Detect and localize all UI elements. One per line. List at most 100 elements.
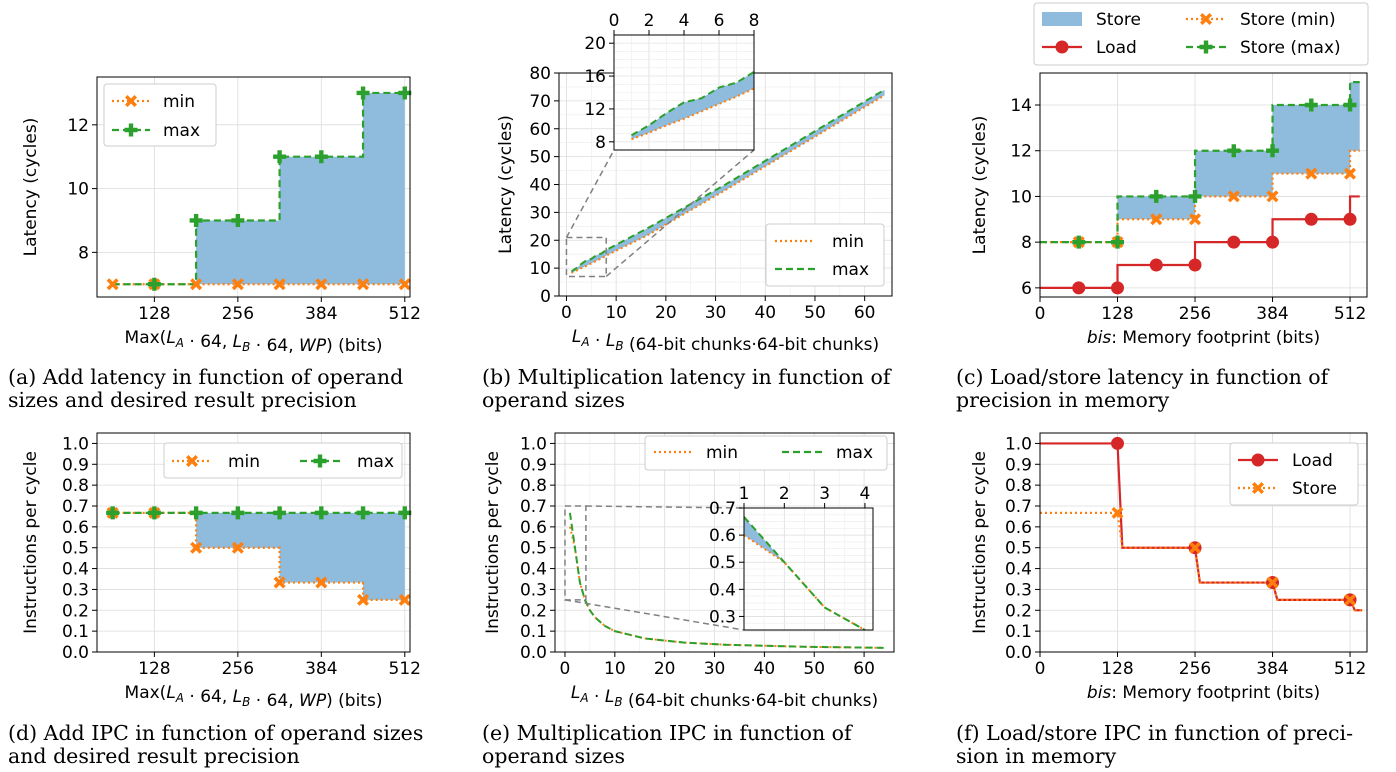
legend-store-label: Store	[1292, 479, 1337, 499]
y-tick-label: 1.0	[520, 434, 547, 454]
x-marker	[315, 278, 328, 291]
x-marker	[106, 278, 119, 291]
x-marker	[1252, 482, 1264, 494]
y-axis-label: Latency (cycles)	[970, 116, 990, 255]
y-tick-label: 30	[529, 203, 551, 223]
plus-marker	[313, 454, 327, 468]
zoom-connector	[564, 599, 745, 631]
plus-marker	[398, 506, 412, 520]
y-axis-label: Latency (cycles)	[21, 118, 41, 257]
x-tick-label: 128	[1101, 304, 1133, 324]
x-tick-label: 20	[654, 659, 676, 679]
y-tick-label: 0.3	[1005, 580, 1032, 600]
legend-box	[765, 223, 885, 287]
y-tick-label: 0.2	[62, 601, 89, 621]
x-tick-label: 256	[1179, 659, 1211, 679]
x-tick-label: 0	[1035, 659, 1046, 679]
plus-marker	[1188, 189, 1202, 203]
y-tick-label: 0.4	[1005, 560, 1032, 580]
series-max-line	[112, 91, 405, 286]
x-marker	[357, 593, 370, 606]
y-tick-label: 0.3	[62, 580, 89, 600]
y-tick-label: 0.0	[62, 643, 89, 663]
legend-min-label: min	[832, 232, 864, 252]
caption-d-line2: and desired result precision	[8, 744, 300, 768]
plus-marker	[314, 506, 328, 520]
legend-min-label: min	[163, 92, 195, 112]
x-tick-label: 8	[749, 11, 760, 31]
legend-store-max-label: Store (max)	[1240, 38, 1341, 58]
y-tick-label: 0.7	[520, 497, 547, 517]
plot-frame	[96, 432, 411, 653]
y-tick-label: 0	[540, 287, 551, 307]
series-min-line	[571, 94, 886, 274]
x-axis-label: bis: Memory footprint (bits)	[1087, 683, 1320, 703]
legend-store-swatch	[1042, 12, 1082, 26]
y-tick-label: 8	[595, 133, 606, 153]
legend-box	[644, 435, 888, 471]
x-marker	[1344, 167, 1357, 180]
inset-fill-band	[631, 71, 754, 140]
caption-f-line1: (f) Load/store IPC in function of preci-	[956, 721, 1354, 745]
x-marker	[1266, 576, 1279, 589]
plus-marker	[1199, 40, 1213, 54]
y-tick-label: 10	[67, 180, 89, 200]
y-tick-label: 80	[529, 64, 551, 84]
x-tick-label: 2	[644, 11, 655, 31]
plus-marker	[273, 150, 287, 164]
y-tick-label: 0.9	[62, 455, 89, 475]
y-tick-label: 0.6	[1005, 518, 1032, 538]
y-tick-label: 0.6	[709, 526, 736, 546]
y-tick-label: 6	[1021, 279, 1032, 299]
y-tick-label: 0.4	[62, 560, 89, 580]
caption-f: (f) Load/store IPC in function of preci-…	[956, 722, 1353, 768]
y-tick-label: 16	[584, 67, 606, 87]
y-tick-label: 0.9	[1005, 455, 1032, 475]
y-axis-label: Instructions per cycle	[21, 451, 41, 634]
series-min-line	[112, 511, 405, 601]
plus-marker	[356, 86, 370, 100]
y-tick-label: 0.1	[1005, 622, 1032, 642]
caption-a-line2: sizes and desired result precision	[8, 388, 357, 412]
caption-b-line2: operand sizes	[482, 388, 625, 412]
plot-frame	[1039, 432, 1368, 653]
x-marker	[125, 95, 137, 107]
plus-marker	[189, 506, 203, 520]
y-tick-label: 8	[1021, 233, 1032, 253]
y-tick-label: 60	[529, 120, 551, 140]
x-marker	[315, 576, 328, 589]
x-tick-label: 30	[705, 303, 727, 323]
x-tick-label: 60	[854, 303, 876, 323]
x-axis-label: Max(LA · 64, LB · 64, WP) (bits)	[125, 328, 383, 356]
caption-e: (e) Multiplication IPC in function of op…	[482, 722, 852, 768]
caption-a-line1: (a) Add latency in function of operand	[8, 365, 404, 389]
y-tick-label: 40	[529, 176, 551, 196]
fill-band	[112, 92, 405, 285]
legend-max-label: max	[163, 121, 200, 141]
x-tick-label: 3	[819, 484, 830, 504]
x-marker	[190, 541, 203, 554]
caption-a: (a) Add latency in function of operand s…	[8, 366, 403, 412]
chart-e: 0 10 20 30 40 50 600.00.10.20.30.40.50.60.70.8…	[483, 432, 895, 711]
zoom-connector	[565, 149, 615, 238]
zoom-connector	[585, 505, 745, 509]
y-tick-label: 10	[529, 259, 551, 279]
y-tick-label: 0.8	[62, 476, 89, 496]
x-tick-label: 4	[860, 484, 871, 504]
y-tick-label: 0.9	[520, 455, 547, 475]
circle-marker	[1111, 436, 1125, 450]
plus-marker	[147, 506, 161, 520]
x-marker	[1266, 190, 1279, 203]
plus-marker	[1111, 235, 1125, 249]
plot-frame	[743, 507, 874, 631]
plus-marker	[1343, 98, 1357, 112]
inset-min-line	[631, 87, 755, 141]
y-tick-label: 0.0	[1005, 643, 1032, 663]
y-tick-label: 1.0	[62, 434, 89, 454]
circle-marker	[1251, 453, 1265, 467]
x-tick-label: 10	[605, 303, 627, 323]
chart-c: 0 128 256 384 512 6 8 10 12 14 bis: Memory footpri…	[970, 2, 1369, 348]
x-tick-label: 0	[1035, 304, 1046, 324]
y-tick-label: 0.7	[62, 497, 89, 517]
